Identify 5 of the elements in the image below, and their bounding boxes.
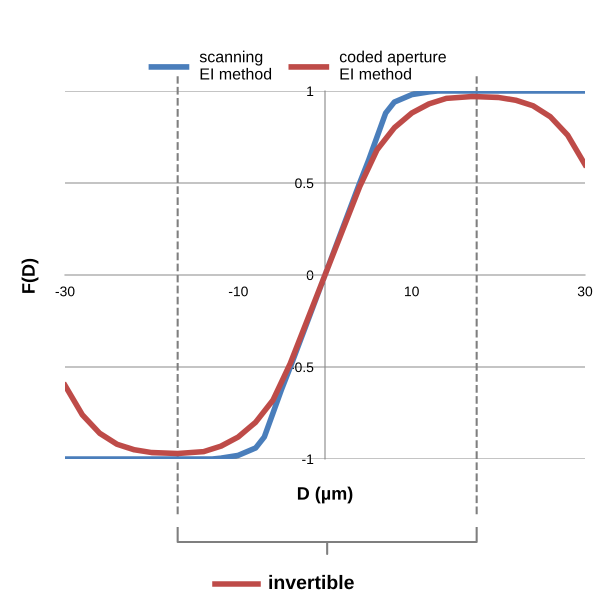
text: invertible: [269, 574, 354, 590]
legend-label: scanning EI method: [200, 50, 272, 80]
x-axis-title: D (µm): [298, 486, 352, 504]
y-axis-title: F(D): [22, 258, 38, 293]
legend-label: coded aperture EI method: [340, 50, 446, 80]
